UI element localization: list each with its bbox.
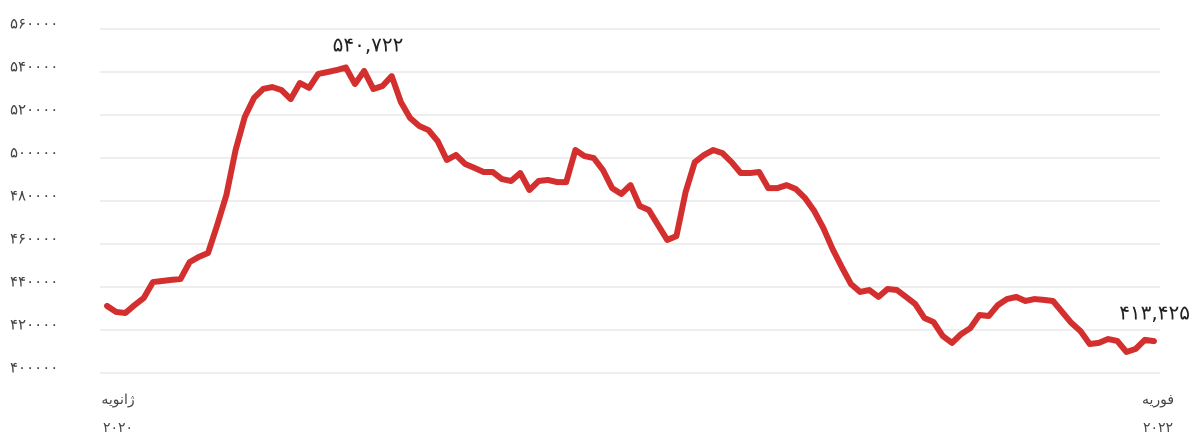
- y-tick-label: ۴۸۰۰۰۰: [10, 187, 58, 205]
- y-tick-label: ۴۴۰۰۰۰: [10, 273, 58, 291]
- y-tick-label: ۵۴۰۰۰۰: [10, 58, 58, 76]
- y-tick-label: ۵۲۰۰۰۰: [10, 101, 58, 119]
- y-tick-label: ۴۶۰۰۰۰: [10, 230, 58, 248]
- annotation: ۵۴۰,۷۲۲: [333, 33, 404, 57]
- line: [104, 64, 1157, 355]
- y-tick-label: ۵۶۰۰۰۰: [10, 15, 58, 33]
- x-tick-label: فوریه ۲۰۲۲: [1141, 392, 1175, 436]
- y-tick-label: ۴۲۰۰۰۰: [10, 316, 58, 334]
- x-tick-label: ژانویه ۲۰۲۰: [101, 392, 135, 436]
- annotation: ۴۱۳,۴۲۵: [1119, 301, 1190, 325]
- y-tick-label: ۵۰۰۰۰۰: [10, 144, 58, 162]
- y-tick-label: ۴۰۰۰۰۰: [10, 359, 58, 377]
